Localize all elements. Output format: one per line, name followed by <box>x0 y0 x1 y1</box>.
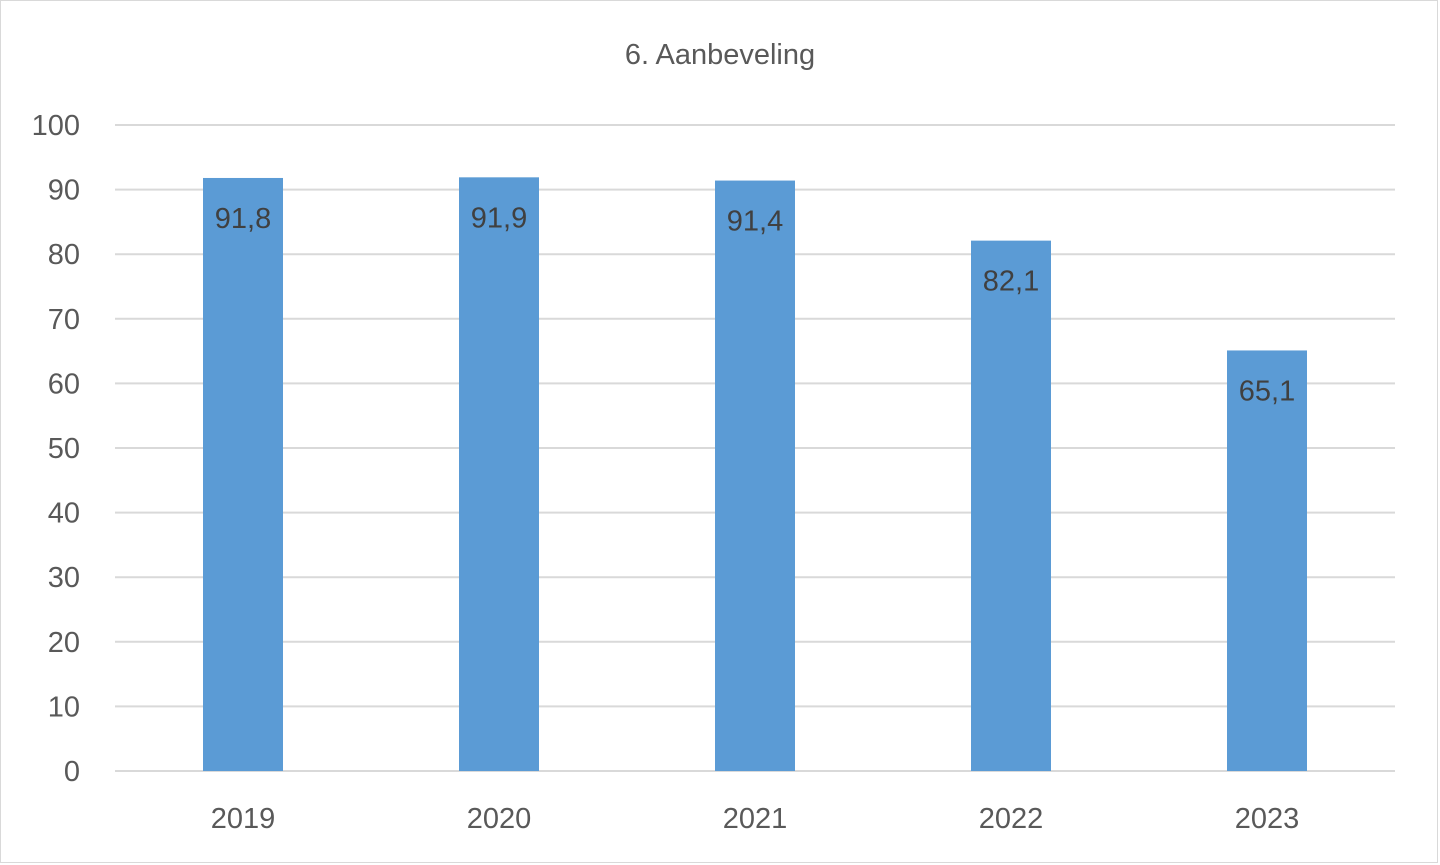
y-tick-label: 70 <box>48 304 80 336</box>
y-tick-label: 30 <box>48 562 80 594</box>
bar <box>715 180 795 771</box>
y-tick-label: 0 <box>64 756 80 788</box>
y-tick-label: 80 <box>48 239 80 271</box>
data-labels: 91,8 91,9 91,4 82,1 65,1 <box>215 202 1295 407</box>
y-tick-label: 50 <box>48 433 80 465</box>
bar <box>971 240 1051 771</box>
x-tick-label: 2023 <box>1235 803 1300 835</box>
x-tick-label: 2021 <box>723 803 788 835</box>
chart-title: 6. Aanbeveling <box>625 39 815 71</box>
data-label: 91,4 <box>727 206 783 238</box>
x-axis-ticks: 2019 2020 2021 2022 2023 <box>211 803 1300 835</box>
y-tick-label: 20 <box>48 627 80 659</box>
x-tick-label: 2020 <box>467 803 532 835</box>
bars <box>203 177 1307 772</box>
y-tick-label: 60 <box>48 368 80 400</box>
y-tick-label: 40 <box>48 498 80 530</box>
data-label: 65,1 <box>1239 375 1295 407</box>
data-label: 91,9 <box>471 202 527 234</box>
bar <box>459 177 539 772</box>
data-label: 91,8 <box>215 203 271 235</box>
x-tick-label: 2019 <box>211 803 276 835</box>
bar <box>1227 350 1307 771</box>
y-axis-ticks: 0 10 20 30 40 50 60 70 80 90 100 <box>32 110 80 788</box>
x-tick-label: 2022 <box>979 803 1044 835</box>
bar <box>203 177 283 772</box>
y-tick-label: 10 <box>48 691 80 723</box>
data-label: 82,1 <box>983 266 1039 298</box>
y-tick-label: 90 <box>48 175 80 207</box>
y-tick-label: 100 <box>32 110 80 142</box>
